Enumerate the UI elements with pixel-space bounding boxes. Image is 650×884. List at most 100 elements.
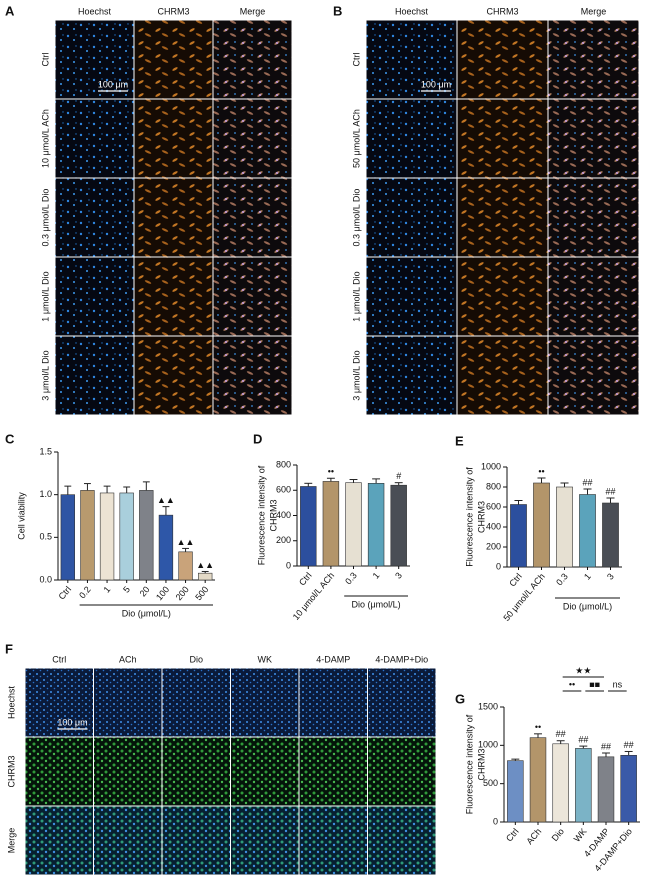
bar	[300, 486, 317, 567]
bar	[60, 494, 75, 581]
column-header: Dio	[189, 654, 203, 664]
bar	[99, 492, 115, 581]
x-tick-label: Ctrl	[507, 571, 524, 588]
y-tick-label: 600	[276, 485, 291, 495]
error-bar	[560, 482, 569, 487]
bar	[158, 514, 174, 581]
micrograph	[94, 737, 162, 806]
row-label: 10 μmol/L ACh	[40, 109, 50, 168]
column-header: 4-DAMP	[316, 654, 350, 664]
x-tick-label: Ctrl	[297, 570, 314, 587]
error-bar	[326, 477, 335, 482]
y-axis-label: CHRM3	[268, 499, 278, 531]
micrograph	[55, 20, 134, 99]
bar	[322, 481, 340, 567]
significance-mark: ▲▲	[196, 560, 214, 570]
micrograph	[134, 178, 213, 257]
error-bar	[514, 500, 523, 505]
significance-mark: ••	[538, 466, 544, 476]
y-tick-label: 400	[486, 521, 501, 531]
micrograph	[25, 737, 93, 806]
micrograph	[548, 99, 639, 178]
micrograph	[134, 336, 213, 415]
significance-mark: ##	[624, 740, 634, 750]
column-header: Merge	[581, 6, 607, 16]
micrograph	[55, 178, 134, 257]
bar	[139, 490, 154, 581]
micrograph	[55, 99, 134, 178]
column-header: 4-DAMP+Dio	[375, 654, 428, 664]
x-tick-label: 1	[102, 584, 113, 594]
bar	[345, 482, 362, 567]
x-tick-label: 0.2	[77, 584, 93, 600]
micrograph	[213, 99, 292, 178]
bar	[198, 572, 213, 581]
micrograph	[25, 668, 93, 737]
micrograph	[231, 668, 299, 737]
panel-letter: F	[5, 641, 13, 656]
significance-mark: ##	[556, 729, 566, 739]
error-bar	[511, 758, 520, 761]
row-label: 50 μmol/L ACh	[351, 109, 361, 168]
x-tick-label: 100	[154, 584, 171, 602]
row-label: Hoechst	[6, 686, 16, 720]
micrograph	[548, 257, 639, 336]
y-tick-label: 0.0	[39, 574, 52, 584]
bar	[556, 486, 573, 568]
error-bar	[537, 477, 546, 483]
bar	[533, 482, 550, 568]
micrograph	[366, 336, 457, 415]
micrograph	[162, 806, 230, 875]
y-tick-label: 1.5	[39, 446, 52, 456]
error-bar	[182, 547, 189, 552]
micrograph	[548, 178, 639, 257]
error-bar	[372, 478, 381, 484]
significance-mark: ##	[601, 741, 611, 751]
micrograph	[231, 737, 299, 806]
y-axis-label: CHRM3	[476, 501, 486, 533]
column-header: Ctrl	[52, 654, 66, 664]
significance-mark: ##	[578, 734, 588, 744]
micrograph	[366, 178, 457, 257]
error-bar	[606, 497, 615, 503]
micrograph	[213, 20, 292, 99]
micrograph	[213, 178, 292, 257]
comparison-label: ••	[569, 679, 575, 689]
y-tick-label: 1500	[478, 701, 498, 711]
x-tick-label: 50 μmol/L ACh	[501, 571, 547, 623]
x-tick-label: 1	[582, 571, 593, 581]
bar	[390, 484, 407, 567]
x-tick-label: 5	[121, 584, 132, 594]
row-label: 1 μmol/L Dio	[40, 271, 50, 321]
micrograph	[162, 737, 230, 806]
error-bar	[624, 750, 633, 756]
bar	[552, 743, 569, 823]
x-tick-label: 3	[605, 571, 616, 581]
y-tick-label: 0	[286, 560, 291, 570]
y-tick-label: 1000	[481, 461, 501, 471]
micrograph	[231, 806, 299, 875]
micrograph	[457, 336, 548, 415]
comparison-label: ★★	[575, 665, 591, 675]
bar	[597, 756, 615, 823]
bar	[367, 483, 385, 567]
panel-letter: E	[455, 433, 464, 448]
micrograph	[548, 336, 639, 415]
y-tick-label: 1000	[478, 740, 498, 750]
micrograph	[55, 336, 134, 415]
error-bar	[583, 488, 592, 495]
x-tick-label: Dio	[550, 826, 566, 843]
group-label: Dio (μmol/L)	[351, 599, 400, 609]
row-label: 3 μmol/L Dio	[351, 350, 361, 400]
scale-bar-label: 100 μm	[98, 79, 128, 89]
micrograph	[134, 99, 213, 178]
group-label: Dio (μmol/L)	[563, 601, 612, 611]
error-bar	[142, 481, 150, 491]
micrograph	[366, 99, 457, 178]
micrograph	[162, 668, 230, 737]
bar	[529, 737, 547, 823]
row-label: CHRM3	[6, 755, 16, 787]
error-bar	[602, 752, 610, 757]
micrograph	[299, 806, 367, 875]
y-tick-label: 800	[486, 481, 501, 491]
